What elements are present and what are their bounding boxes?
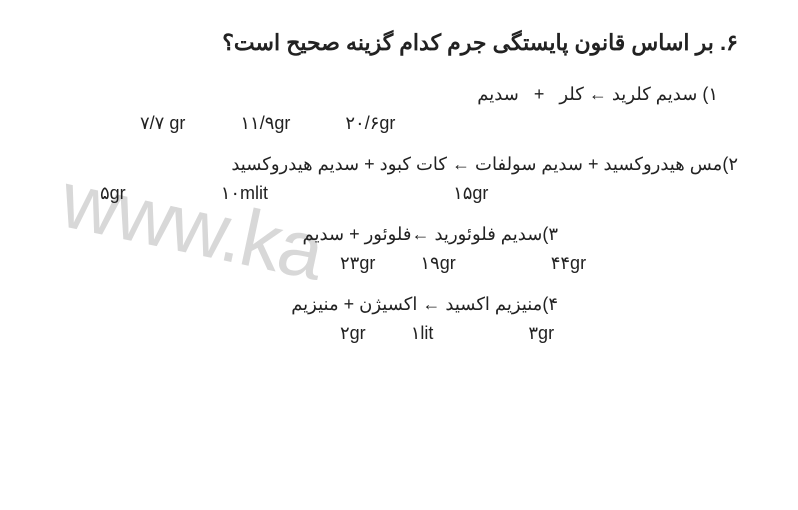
option-1-values: ۷/۷ gr ۱۱/۹gr ۲۰/۶gr [60,113,738,134]
option-3-product: سدیم فلوئورید [434,224,542,244]
option-2-r1: مس هیدروکسید [603,154,722,174]
option-3-v1: ۲۳gr [340,253,375,274]
option-3-values: ۲۳gr ۱۹gr ۴۴gr [60,253,738,274]
option-4-r2: منیزیم [291,294,338,314]
question-number: ۶. [720,30,738,55]
option-2-r2: سدیم سولفات [475,154,583,174]
question-text: بر اساس قانون پایستگی جرم کدام گزینه صحی… [222,30,714,55]
option-1-v1: ۷/۷ gr [140,113,185,134]
option-4-v3: ۳gr [528,323,554,344]
option-1-num: ۱) [702,84,718,104]
option-2: ۲)مس هیدروکسید + سدیم سولفات ← کات کبود … [60,154,738,204]
option-2-v2: ۱۰mlit [221,183,268,204]
option-3-r2: سدیم [303,224,345,244]
option-4-r1: اکسیژن [359,294,417,314]
option-2-num: ۲) [722,154,738,174]
option-2-p1: کات کبود [380,154,447,174]
option-2-equation: ۲)مس هیدروکسید + سدیم سولفات ← کات کبود … [60,154,738,175]
option-1-product: سدیم کلرید [612,84,697,104]
option-1-reactant2: سدیم [477,84,519,104]
option-4-v1: ۲gr [340,323,366,344]
arrow-icon: ← [452,154,470,174]
option-1-reactant1: کلر [559,84,583,104]
option-3-equation: ۳)سدیم فلوئورید ←فلوئور + سدیم [60,224,738,245]
option-2-values: ۵gr ۱۰mlit ۱۵gr [60,183,738,204]
question-block: ۶. بر اساس قانون پایستگی جرم کدام گزینه … [60,30,738,344]
option-1-v2: ۱۱/۹gr [240,113,290,134]
option-2-v1: ۵gr [100,183,126,204]
option-4-v2: ۱lit [411,323,434,344]
option-4-equation: ۴)منیزیم اکسید ← اکسیژن + منیزیم [60,294,738,315]
arrow-icon: ← [422,294,440,314]
arrow-icon: ← [411,224,429,244]
option-3-v2: ۱۹gr [420,253,455,274]
option-1-v3: ۲۰/۶gr [345,113,395,134]
option-3: ۳)سدیم فلوئورید ←فلوئور + سدیم ۲۳gr ۱۹gr… [60,224,738,274]
arrow-icon: ← [589,84,607,104]
option-2-v3: ۱۵gr [453,183,488,204]
option-1-equation: ۱) سدیم کلرید ← کلر + سدیم [60,84,738,105]
option-4-values: ۲gr ۱lit ۳gr [60,323,738,344]
option-2-p2: سدیم هیدروکسید [231,154,359,174]
option-4-num: ۴) [542,294,558,314]
option-4: ۴)منیزیم اکسید ← اکسیژن + منیزیم ۲gr ۱li… [60,294,738,344]
option-3-r1: فلوئور [365,224,412,244]
option-3-v3: ۴۴gr [551,253,586,274]
option-4-product: منیزیم اکسید [445,294,542,314]
option-3-num: ۳) [542,224,558,244]
question-title: ۶. بر اساس قانون پایستگی جرم کدام گزینه … [60,30,738,56]
option-1: ۱) سدیم کلرید ← کلر + سدیم ۷/۷ gr ۱۱/۹gr… [60,84,738,134]
